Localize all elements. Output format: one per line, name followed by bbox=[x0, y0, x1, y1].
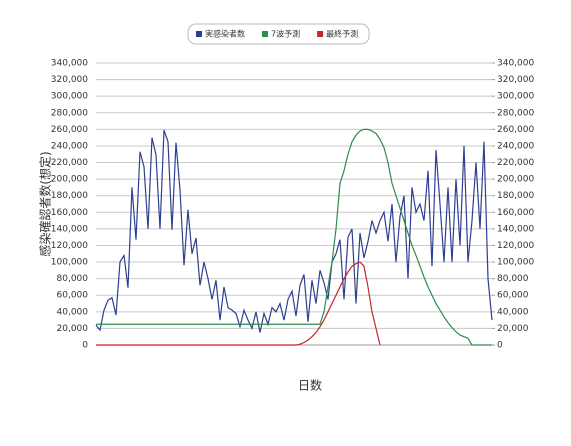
y-tick-label: 140,000 bbox=[51, 224, 88, 234]
y2-tick-label: 280,000 bbox=[497, 108, 534, 118]
y2-tick-label: 160,000 bbox=[497, 208, 534, 218]
y2-tick-label: 300,000 bbox=[497, 92, 534, 102]
y2-tick-label: 240,000 bbox=[497, 141, 534, 151]
series-line bbox=[96, 128, 492, 346]
y-tick-label: 240,000 bbox=[51, 141, 88, 151]
series-line bbox=[96, 261, 381, 346]
y2-tick-label: 0 bbox=[497, 341, 503, 351]
y-tick-label: 60,000 bbox=[57, 291, 89, 301]
legend-marker bbox=[317, 31, 324, 37]
y2-tick-label: 100,000 bbox=[497, 258, 534, 268]
y-tick-label: 320,000 bbox=[51, 75, 88, 85]
y-tick-label: 40,000 bbox=[57, 307, 89, 317]
y2-tick-label: 340,000 bbox=[497, 59, 534, 69]
y-tick-label: 200,000 bbox=[51, 175, 88, 185]
y-tick-label: 340,000 bbox=[51, 59, 88, 69]
y-tick-label: 120,000 bbox=[51, 241, 88, 251]
y-tick-label: 220,000 bbox=[51, 158, 88, 168]
legend-marker bbox=[196, 31, 202, 37]
legend-marker bbox=[262, 31, 268, 37]
y2-tick-label: 140,000 bbox=[497, 224, 534, 234]
series-line bbox=[95, 129, 493, 333]
y-tick-label: 180,000 bbox=[51, 191, 88, 201]
y-tick-label: 280,000 bbox=[51, 108, 88, 118]
y-tick-label: 20,000 bbox=[57, 324, 89, 334]
y-tick-label: 0 bbox=[82, 341, 88, 351]
y2-tick-label: 20,000 bbox=[497, 324, 529, 334]
legend-label: 7波予測 bbox=[271, 29, 300, 39]
y2-tick-label: 180,000 bbox=[497, 191, 534, 201]
y-tick-label: 80,000 bbox=[57, 274, 89, 284]
y-tick-label: 260,000 bbox=[51, 125, 88, 135]
y-tick-label: 100,000 bbox=[51, 258, 88, 268]
y2-tick-label: 80,000 bbox=[497, 274, 529, 284]
y-tick-label: 300,000 bbox=[51, 92, 88, 102]
y2-tick-label: 200,000 bbox=[497, 175, 534, 185]
y-axis-label: 感染確認者数(想定) bbox=[38, 151, 53, 256]
y2-tick-label: 320,000 bbox=[497, 75, 534, 85]
legend-label: 最終予測 bbox=[326, 29, 358, 39]
y2-tick-label: 220,000 bbox=[497, 158, 534, 168]
y2-tick-label: 40,000 bbox=[497, 307, 529, 317]
x-axis-label: 日数 bbox=[298, 378, 322, 393]
legend-box bbox=[187, 23, 370, 45]
y2-tick-label: 260,000 bbox=[497, 125, 534, 135]
y2-tick-label: 60,000 bbox=[497, 291, 529, 301]
y-tick-label: 160,000 bbox=[51, 208, 88, 218]
legend-label: 実感染者数 bbox=[205, 29, 245, 39]
y2-tick-label: 120,000 bbox=[497, 241, 534, 251]
